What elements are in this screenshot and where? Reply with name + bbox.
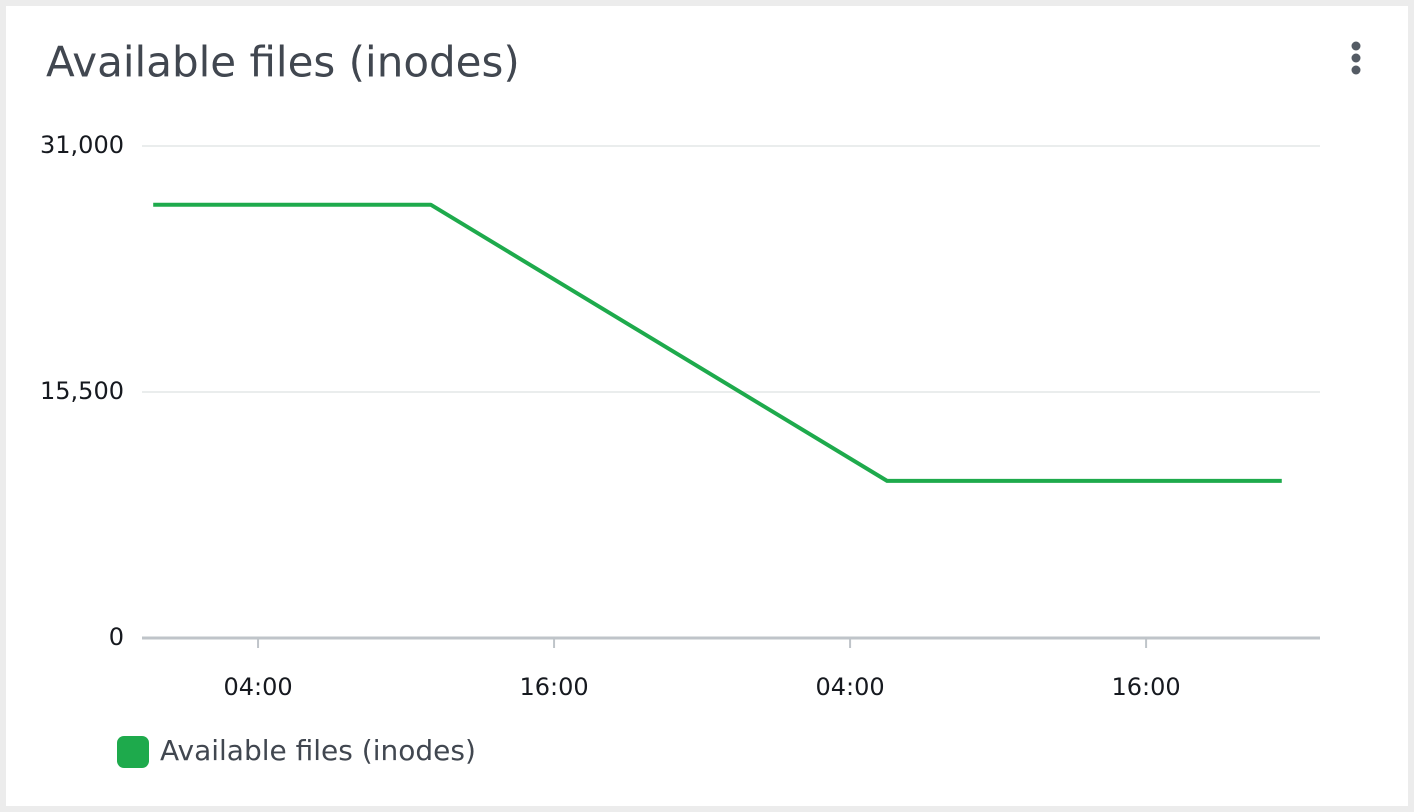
y-tick-label: 31,000 <box>40 131 124 159</box>
menu-dot <box>1351 53 1361 63</box>
menu-dot <box>1351 65 1361 75</box>
y-tick-label: 0 <box>109 623 124 651</box>
y-tick-label: 15,500 <box>40 377 124 405</box>
menu-button[interactable] <box>1351 41 1361 75</box>
x-tick-label: 16:00 <box>519 673 588 701</box>
chart-title: Available files (inodes) <box>46 38 520 87</box>
legend-label: Available files (inodes) <box>160 734 476 767</box>
menu-dot <box>1351 41 1361 51</box>
x-tick-label: 04:00 <box>815 673 884 701</box>
x-tick-label: 04:00 <box>223 673 292 701</box>
card <box>6 6 1408 806</box>
legend-swatch <box>117 736 149 768</box>
line <box>153 202 1282 483</box>
x-tick-label: 16:00 <box>1112 673 1181 701</box>
